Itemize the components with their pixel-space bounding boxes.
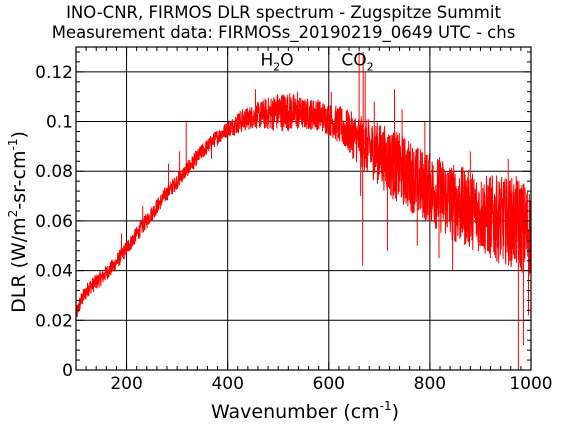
plot-frame <box>75 46 532 371</box>
chart-subtitle: Measurement data: FIRMOSs_20190219_0649 … <box>51 23 516 42</box>
x-tick-label: 600 <box>313 374 345 394</box>
chart-title: INO-CNR, FIRMOS DLR spectrum - Zugspitze… <box>66 3 501 22</box>
x-axis-label: Wavenumber (cm-1) <box>211 399 399 423</box>
plot-area <box>75 51 532 370</box>
series-line <box>75 93 532 318</box>
x-tick-label: 800 <box>414 374 446 394</box>
y-tick-label: 0.04 <box>35 262 73 282</box>
x-tick-label: 1000 <box>509 374 552 394</box>
annotations: H2O CO2 <box>260 50 373 73</box>
x-tick-label: 400 <box>211 374 243 394</box>
axis-ticks <box>75 47 532 371</box>
y-tick-label: 0 <box>62 361 73 381</box>
axes-frame <box>75 46 532 371</box>
molecule-label: H2O <box>260 50 293 73</box>
y-tick-label: 0.06 <box>35 212 73 232</box>
tick-labels: 200 400 600 800 1000 0 0.02 0.04 0.06 0.08 0.1 0.12 <box>35 63 552 394</box>
y-axis-label: DLR (W/m2-sr-cm-1) <box>6 131 30 313</box>
x-tick-label: 200 <box>110 374 142 394</box>
y-tick-label: 0.08 <box>35 162 73 182</box>
molecule-label: CO2 <box>341 50 373 73</box>
y-tick-label: 0.1 <box>46 113 73 133</box>
y-tick-label: 0.02 <box>35 311 73 331</box>
y-tick-label: 0.12 <box>35 63 73 83</box>
